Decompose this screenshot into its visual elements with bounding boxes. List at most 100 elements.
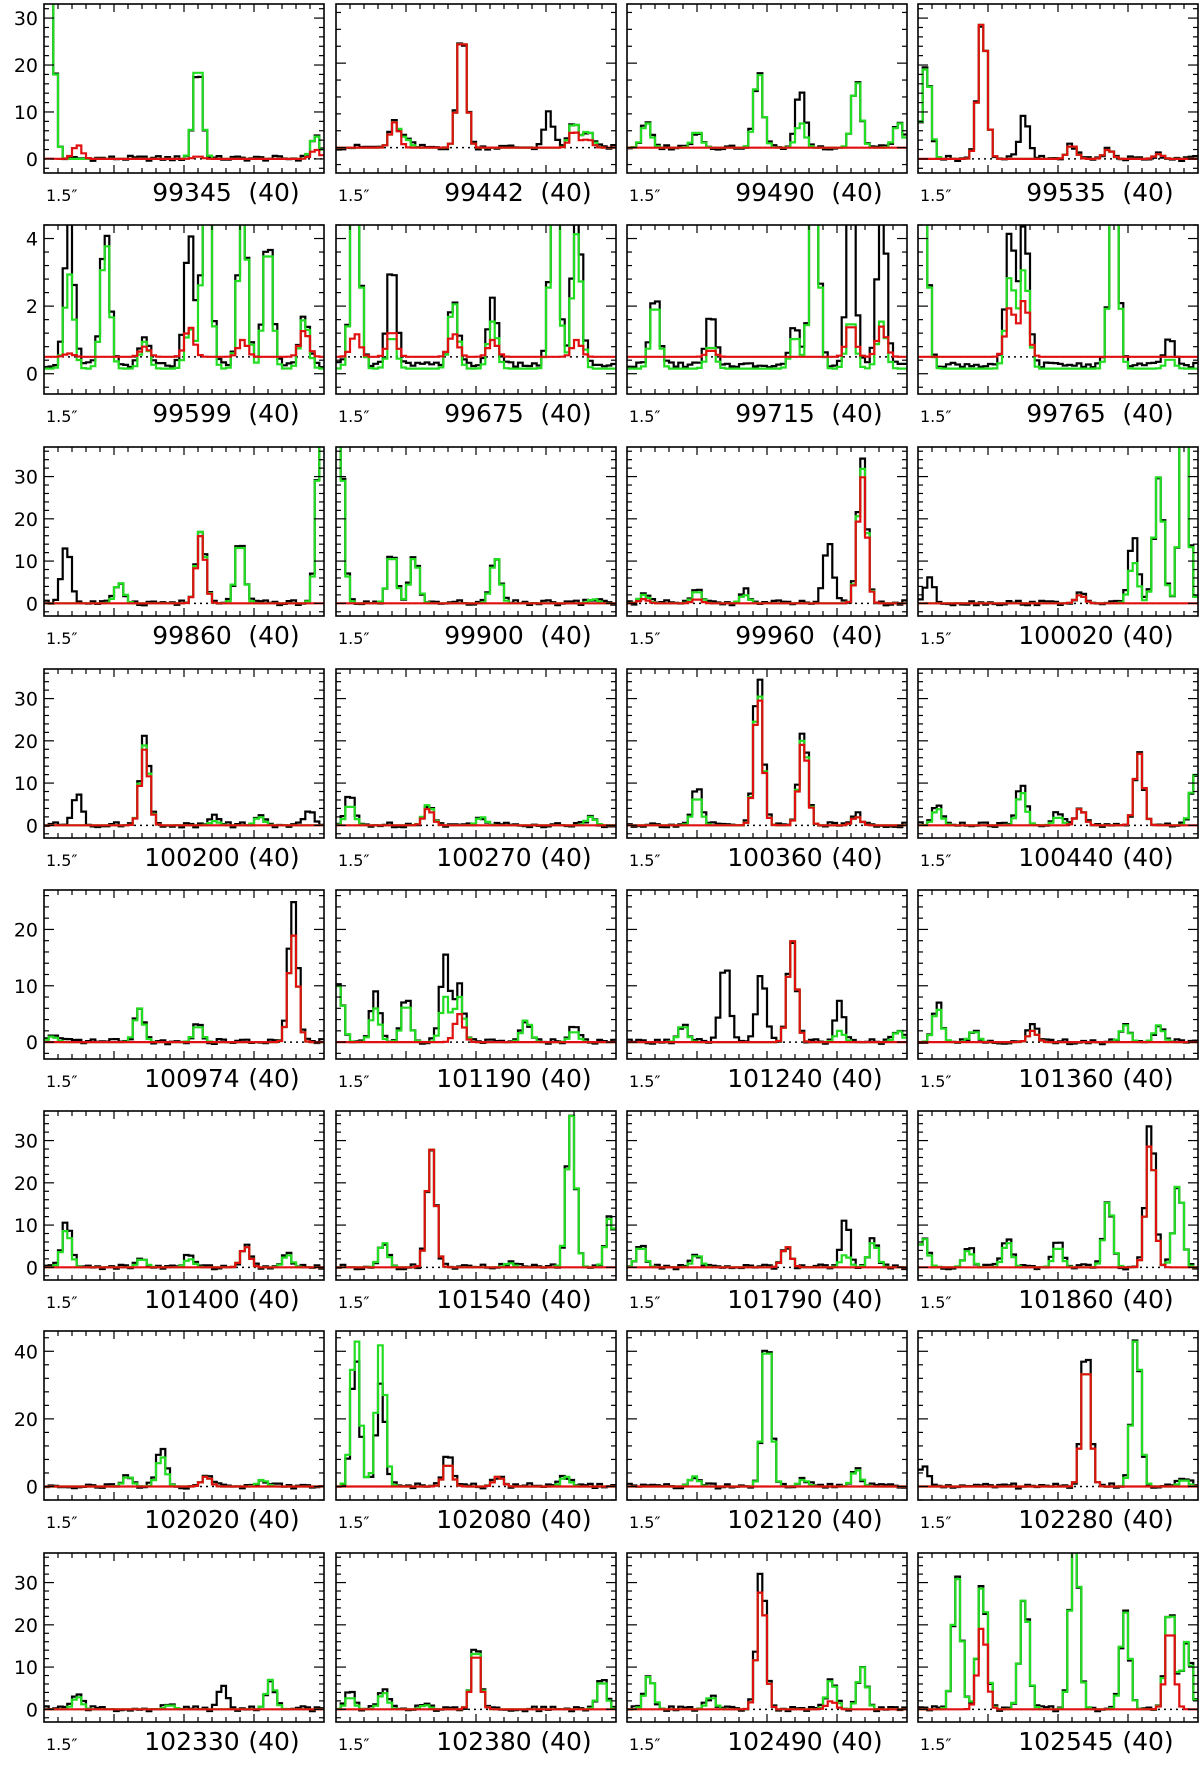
frequency-label: 99535: [1026, 178, 1106, 207]
frequency-label: 100440: [1018, 843, 1113, 872]
width-label: (40): [831, 1064, 882, 1093]
width-label: (40): [540, 843, 591, 872]
model-species-spectrum: [918, 1627, 1198, 1711]
y-tick-label: 30: [14, 8, 38, 30]
frequency-label: 99442: [444, 178, 524, 207]
panel-frame: [917, 3, 1199, 174]
observed-spectrum: [44, 1447, 324, 1490]
y-tick-label: 0: [26, 1699, 38, 1721]
spectrum-panel-100974: 0 10 20 1.5″ 100974 (40): [14, 889, 325, 1093]
frequency-label: 101360: [1018, 1064, 1113, 1093]
model-total-spectrum: [44, 1456, 324, 1488]
model-species-spectrum: [44, 535, 324, 605]
frequency-label: 102330: [144, 1727, 239, 1756]
observed-spectrum: [918, 1001, 1198, 1046]
spectrum-panel-99442: 1.5″ 99442 (40): [335, 3, 617, 207]
beam-size-label: 1.5″: [338, 186, 369, 205]
spectrum-panel-99675: 1.5″ 99675 (40): [335, 224, 617, 428]
y-tick-label: 0: [26, 815, 38, 837]
y-tick-label: 20: [14, 55, 38, 77]
spectrum-panel-102280: 1.5″ 102280 (40): [917, 1330, 1199, 1534]
model-total-spectrum: [627, 1242, 907, 1269]
panel-frame: [335, 446, 617, 617]
model-species-spectrum: [627, 940, 907, 1044]
y-tick-label: 10: [14, 551, 38, 573]
beam-size-label: 1.5″: [629, 851, 660, 870]
beam-size-label: 1.5″: [46, 851, 77, 870]
observed-spectrum: [627, 941, 907, 1045]
model-total-spectrum: [926, 225, 1198, 370]
panel-frame: [43, 1552, 325, 1723]
observed-spectrum: [918, 1339, 1198, 1490]
width-label: (40): [540, 1727, 591, 1756]
model-species-spectrum: [336, 1013, 616, 1044]
model-species-spectrum: [627, 699, 907, 827]
y-tick-label: 20: [14, 509, 38, 531]
beam-size-label: 1.5″: [46, 186, 77, 205]
width-label: (40): [248, 399, 299, 428]
beam-size-label: 1.5″: [629, 1072, 660, 1091]
beam-size-label: 1.5″: [629, 1513, 660, 1532]
model-species-spectrum: [918, 23, 1198, 160]
model-total-spectrum: [918, 1008, 1198, 1044]
model-species-spectrum: [336, 1656, 616, 1711]
panel-frame: [43, 3, 325, 174]
panel-frame: [917, 1330, 1199, 1501]
y-tick-label: 20: [14, 919, 38, 941]
frequency-label: 100974: [144, 1064, 239, 1093]
frequency-label: 99960: [735, 621, 815, 650]
beam-size-label: 1.5″: [920, 1513, 951, 1532]
frequency-label: 100270: [436, 843, 531, 872]
y-tick-label: 0: [26, 1476, 38, 1498]
observed-spectrum: [44, 734, 324, 829]
model-species-spectrum: [918, 300, 1198, 358]
beam-size-label: 1.5″: [629, 1735, 660, 1754]
observed-spectrum: [336, 225, 616, 368]
y-tick-label: 2: [26, 296, 38, 318]
model-total-spectrum: [336, 225, 616, 370]
model-species-spectrum: [336, 1148, 616, 1269]
spectrum-panel-102380: 1.5″ 102380 (40): [335, 1552, 617, 1756]
frequency-label: 101240: [727, 1064, 822, 1093]
frequency-label: 100200: [144, 843, 239, 872]
panel-frame: [335, 889, 617, 1060]
beam-size-label: 1.5″: [338, 1735, 369, 1754]
spectrum-panel-102545: 1.5″ 102545 (40): [917, 1552, 1199, 1756]
y-tick-label: 20: [14, 731, 38, 753]
frequency-label: 99675: [444, 399, 524, 428]
width-label: (40): [831, 1505, 882, 1534]
beam-size-label: 1.5″: [920, 1072, 951, 1091]
width-label: (40): [248, 621, 299, 650]
y-tick-label: 30: [14, 689, 38, 711]
width-label: (40): [1122, 621, 1173, 650]
width-label: (40): [1122, 1285, 1173, 1314]
width-label: (40): [540, 1064, 591, 1093]
model-species-spectrum: [44, 934, 324, 1044]
observed-spectrum: [627, 1349, 907, 1490]
observed-spectrum: [926, 225, 1198, 369]
spectrum-panel-102080: 1.5″ 102080 (40): [335, 1330, 617, 1534]
y-tick-label: 30: [14, 1573, 38, 1595]
spectrum-panel-101360: 1.5″ 101360 (40): [917, 889, 1199, 1093]
spectrum-panel-99960: 1.5″ 99960 (40): [626, 446, 908, 650]
beam-size-label: 1.5″: [338, 1293, 369, 1312]
model-species-spectrum: [918, 1029, 1198, 1044]
frequency-label: 102380: [436, 1727, 531, 1756]
model-total-spectrum: [336, 1114, 616, 1269]
width-label: (40): [1122, 399, 1173, 428]
model-total-spectrum: [627, 74, 907, 149]
beam-size-label: 1.5″: [338, 629, 369, 648]
frequency-label: 99599: [152, 399, 232, 428]
width-label: (40): [1122, 1064, 1173, 1093]
panel-frame: [626, 1110, 908, 1281]
frequency-label: 101400: [144, 1285, 239, 1314]
frequency-label: 102545: [1018, 1727, 1113, 1756]
y-tick-label: 0: [26, 364, 38, 386]
spectrum-panel-99599: 0 2 4 1.5″ 99599 (40): [26, 224, 325, 428]
beam-size-label: 1.5″: [338, 407, 369, 426]
model-total-spectrum: [627, 1352, 907, 1488]
model-total-spectrum: [44, 1230, 324, 1269]
frequency-label: 101790: [727, 1285, 822, 1314]
beam-size-label: 1.5″: [629, 629, 660, 648]
y-tick-label: 0: [26, 1257, 38, 1279]
